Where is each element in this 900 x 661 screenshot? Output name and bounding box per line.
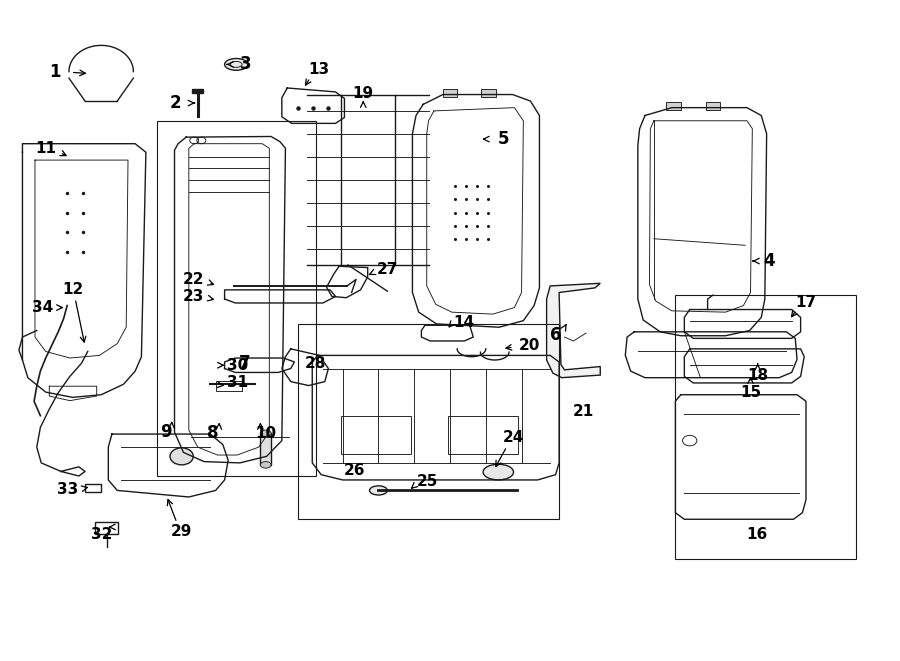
Text: 8: 8 bbox=[207, 424, 219, 442]
Circle shape bbox=[170, 447, 194, 465]
Text: 34: 34 bbox=[32, 300, 53, 315]
Bar bbox=[94, 522, 118, 533]
Text: 29: 29 bbox=[171, 524, 193, 539]
Text: 27: 27 bbox=[377, 262, 398, 277]
Text: 21: 21 bbox=[572, 405, 594, 419]
Bar bbox=[86, 484, 101, 492]
Bar bbox=[675, 295, 856, 559]
Polygon shape bbox=[546, 284, 600, 377]
Text: 15: 15 bbox=[740, 385, 761, 400]
Text: 30: 30 bbox=[228, 358, 248, 373]
Text: 22: 22 bbox=[183, 272, 204, 287]
Text: 13: 13 bbox=[308, 62, 329, 77]
Text: 12: 12 bbox=[62, 282, 83, 297]
Bar bbox=[448, 416, 518, 453]
Text: 16: 16 bbox=[746, 527, 768, 543]
Text: 24: 24 bbox=[503, 430, 524, 446]
Text: 32: 32 bbox=[92, 527, 112, 543]
Bar bbox=[193, 89, 203, 93]
Text: 20: 20 bbox=[519, 338, 540, 353]
Text: 14: 14 bbox=[454, 315, 475, 330]
Bar bbox=[298, 324, 559, 520]
Text: 2: 2 bbox=[169, 94, 181, 112]
Bar bbox=[157, 121, 316, 476]
Ellipse shape bbox=[483, 464, 514, 480]
Text: 7: 7 bbox=[239, 354, 251, 372]
Text: 10: 10 bbox=[256, 426, 276, 441]
Bar bbox=[216, 381, 242, 391]
Text: 5: 5 bbox=[498, 130, 509, 148]
Text: 11: 11 bbox=[35, 141, 56, 156]
Bar bbox=[706, 102, 720, 110]
Text: 1: 1 bbox=[49, 63, 60, 81]
Bar bbox=[341, 416, 410, 453]
Text: 23: 23 bbox=[183, 289, 204, 304]
Text: 19: 19 bbox=[353, 87, 374, 101]
Text: 6: 6 bbox=[550, 326, 562, 344]
Text: 26: 26 bbox=[344, 463, 365, 479]
Ellipse shape bbox=[370, 486, 387, 495]
Ellipse shape bbox=[260, 430, 271, 437]
Ellipse shape bbox=[225, 58, 248, 70]
Ellipse shape bbox=[260, 461, 271, 468]
Text: 3: 3 bbox=[240, 56, 252, 73]
Text: 9: 9 bbox=[160, 423, 171, 441]
Text: 28: 28 bbox=[305, 356, 327, 371]
Text: 17: 17 bbox=[796, 295, 816, 310]
Bar bbox=[260, 434, 271, 465]
Text: 31: 31 bbox=[228, 375, 248, 391]
Bar bbox=[482, 89, 496, 97]
Text: 25: 25 bbox=[417, 474, 438, 488]
Text: 33: 33 bbox=[58, 483, 78, 497]
Text: 18: 18 bbox=[747, 368, 769, 383]
Text: 4: 4 bbox=[763, 252, 775, 270]
Bar bbox=[667, 102, 680, 110]
Bar bbox=[443, 89, 457, 97]
